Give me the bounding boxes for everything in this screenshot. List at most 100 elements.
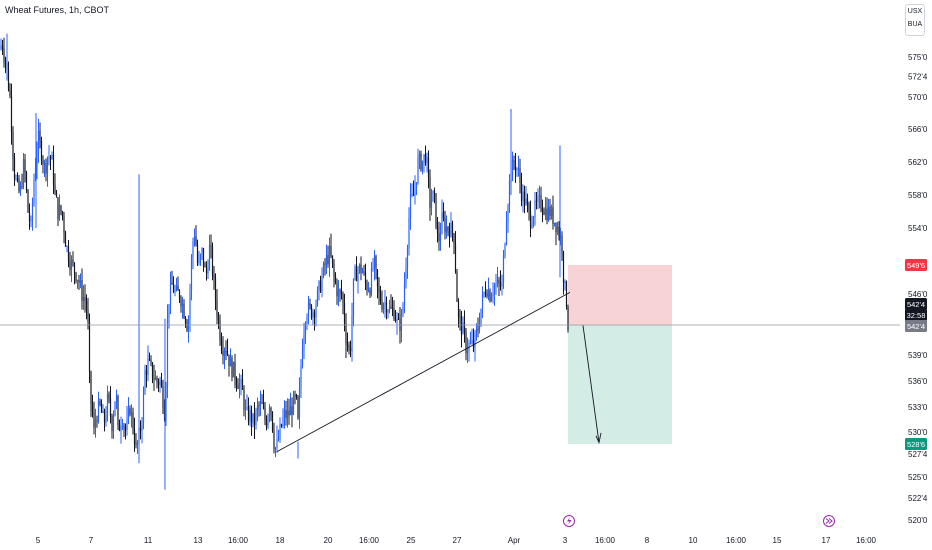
y-tick-label: 525'0 bbox=[908, 473, 928, 482]
candle-body bbox=[273, 430, 275, 450]
candle-body bbox=[171, 282, 173, 285]
candle-body bbox=[291, 406, 293, 415]
candle-body bbox=[288, 410, 290, 416]
candle-body bbox=[561, 235, 563, 252]
candle-body bbox=[132, 412, 134, 430]
candle-body bbox=[511, 160, 514, 182]
currency-unit-button[interactable]: USX BUA bbox=[905, 4, 925, 36]
candle-body bbox=[355, 266, 358, 282]
candle-body bbox=[57, 197, 59, 220]
candle-body bbox=[502, 256, 505, 283]
x-tick-label: 16:00 bbox=[595, 536, 616, 545]
candle-body bbox=[27, 190, 29, 213]
candle-body bbox=[396, 318, 398, 322]
candle-body bbox=[73, 263, 76, 273]
candle-body bbox=[381, 301, 383, 310]
candle-body bbox=[220, 340, 223, 351]
y-tick-label: 546'0 bbox=[908, 290, 928, 299]
candle-body bbox=[486, 293, 488, 297]
target-price-tag-bg bbox=[905, 438, 927, 450]
candle-body bbox=[151, 362, 154, 379]
candle-body bbox=[414, 187, 416, 196]
candle-body bbox=[87, 310, 89, 322]
candle-body bbox=[555, 222, 557, 233]
candle-body bbox=[270, 407, 272, 413]
candle-body bbox=[520, 182, 523, 201]
candle-body bbox=[10, 95, 13, 133]
candle-body bbox=[454, 243, 457, 272]
candle-body bbox=[31, 203, 34, 220]
candle-body bbox=[102, 411, 104, 413]
candle-body bbox=[360, 264, 362, 273]
candle-body bbox=[192, 240, 194, 259]
candle-body bbox=[534, 200, 536, 218]
candle-body bbox=[162, 386, 164, 408]
candle-body bbox=[60, 205, 62, 212]
candle-body bbox=[1, 45, 4, 49]
candle-body bbox=[225, 350, 227, 352]
candle-body bbox=[22, 159, 25, 187]
candle-body bbox=[123, 426, 125, 427]
candle-body bbox=[103, 411, 106, 423]
candle-body bbox=[415, 182, 418, 188]
candle-body bbox=[15, 178, 17, 179]
candle-body bbox=[79, 280, 82, 283]
candle-body bbox=[496, 279, 499, 285]
candle-body bbox=[112, 415, 115, 432]
candle-body bbox=[55, 192, 58, 198]
current-price-tag-bg bbox=[905, 298, 927, 310]
candle-body bbox=[48, 156, 50, 158]
candle-body bbox=[205, 267, 208, 274]
candle-body bbox=[343, 303, 346, 324]
candle-body bbox=[316, 289, 319, 305]
candle-body bbox=[394, 319, 397, 322]
candle-body bbox=[421, 160, 424, 170]
y-tick-label: 539'0 bbox=[908, 351, 928, 360]
stop-price-tag: 549'6 bbox=[907, 261, 925, 270]
candle-body bbox=[402, 305, 404, 314]
candle-body bbox=[129, 408, 131, 415]
candle-body bbox=[309, 303, 311, 306]
candle-body bbox=[385, 302, 388, 313]
candle-body bbox=[93, 412, 95, 428]
candle-body bbox=[127, 408, 130, 419]
candle-body bbox=[175, 285, 178, 290]
candle-body bbox=[258, 405, 260, 407]
candle-body bbox=[54, 184, 56, 193]
candle-body bbox=[148, 358, 151, 360]
candle-body bbox=[147, 358, 149, 375]
x-tick-label: 8 bbox=[645, 536, 650, 545]
candle-body bbox=[307, 303, 310, 318]
candle-body bbox=[76, 279, 79, 281]
candle-body bbox=[184, 318, 187, 324]
candle-body bbox=[202, 248, 205, 266]
candle-body bbox=[219, 320, 221, 341]
candle-body bbox=[274, 447, 277, 450]
candle-body bbox=[327, 255, 329, 265]
candle-body bbox=[253, 413, 256, 425]
candle-body bbox=[420, 153, 422, 170]
candle-body bbox=[244, 407, 247, 410]
candle-body bbox=[130, 412, 133, 415]
candle-body bbox=[387, 310, 389, 313]
candle-body bbox=[279, 424, 281, 440]
x-tick-label: 16:00 bbox=[359, 536, 380, 545]
candle-body bbox=[16, 178, 19, 180]
candle-body bbox=[412, 193, 415, 196]
candle-body bbox=[186, 323, 188, 331]
candle-body bbox=[370, 267, 373, 295]
candle-body bbox=[552, 207, 554, 224]
candle-body bbox=[546, 208, 548, 221]
candle-body bbox=[508, 180, 511, 207]
candle-body bbox=[144, 370, 146, 394]
candle-body bbox=[351, 315, 353, 352]
candle-body bbox=[232, 361, 235, 378]
candle-body bbox=[483, 292, 485, 295]
candle-body bbox=[289, 406, 292, 416]
candle-body bbox=[234, 361, 236, 380]
candle-body bbox=[562, 251, 565, 283]
candle-body bbox=[282, 416, 284, 427]
countdown-tag-bg bbox=[905, 309, 927, 321]
